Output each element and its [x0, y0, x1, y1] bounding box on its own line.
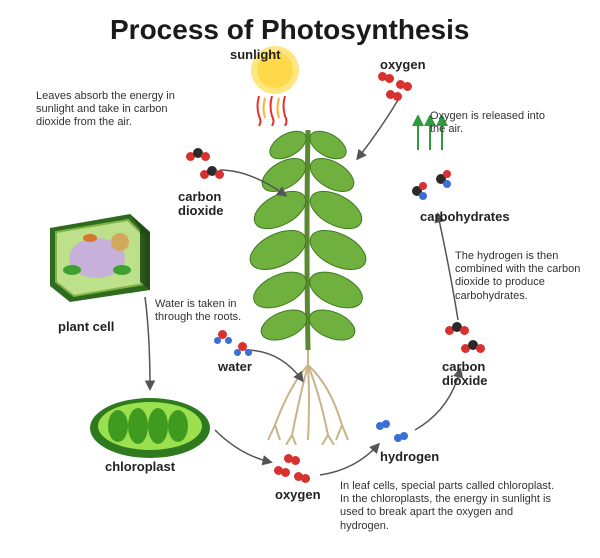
caption-chloroplast: In leaf cells, special parts called chlo… — [340, 480, 565, 533]
sun-icon — [240, 35, 310, 105]
hydrogen-label: hydrogen — [380, 450, 439, 464]
carbohydrates-mol-icon — [412, 172, 462, 210]
hydrogen-mol-icon — [376, 420, 412, 448]
caption-water: Water is taken in through the roots. — [155, 298, 265, 324]
carbon-dioxide-label: carbon dioxide — [178, 190, 224, 219]
caption-oxygen-release: Oxygen is released into the air. — [430, 110, 560, 136]
plant-cell-label: plant cell — [58, 320, 114, 334]
oxygen-to-hydrogen — [320, 445, 378, 475]
chloroplast-icon — [88, 393, 212, 463]
carbon-dioxide2-label: carbon dioxide — [442, 360, 488, 389]
co2-top-mol-icon — [186, 148, 226, 188]
carbohydrates-label: carbohydrates — [420, 210, 510, 224]
sunlight-label: sunlight — [230, 48, 281, 62]
water-label: water — [218, 360, 252, 374]
oxygen-top-mol-icon — [378, 72, 418, 104]
chloroplast-label: chloroplast — [105, 460, 175, 474]
caption-carbohydrates: The hydrogen is then combined with the c… — [455, 250, 595, 303]
oxygen-bot-mol-icon — [274, 454, 314, 484]
oxygen-bot-label: oxygen — [275, 488, 321, 502]
co2-right-mol-icon — [445, 322, 487, 362]
plant-cell-icon — [42, 210, 152, 305]
oxygen-top-label: oxygen — [380, 58, 426, 72]
cell-to-chloroplast — [145, 297, 150, 388]
plant-icon — [240, 115, 380, 445]
caption-leaves: Leaves absorb the energy in sunlight and… — [36, 90, 196, 130]
water-mol-icon — [214, 330, 256, 362]
